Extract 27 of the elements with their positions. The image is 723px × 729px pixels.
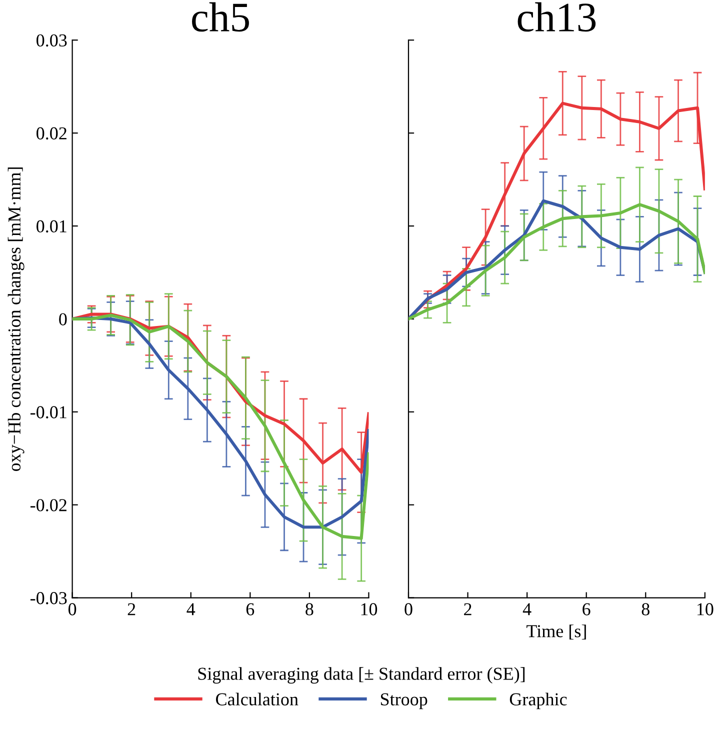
y-axis-title: oxy−Hb concentration changes [mM·mm]	[8, 168, 24, 472]
x-tick-label: 10	[697, 603, 714, 616]
x-tick-label: 8	[642, 603, 650, 616]
x-axis-title: Time [s]	[526, 624, 586, 640]
chart-title: ch5	[192, 2, 249, 32]
chart-title: ch13	[518, 2, 596, 32]
x-tick-label: 10	[361, 603, 378, 616]
x-tick-label: 2	[128, 603, 136, 616]
x-tick-label: 4	[186, 603, 196, 616]
y-tick-label: 0.02	[36, 127, 66, 140]
x-tick-label: 8	[306, 603, 314, 616]
x-tick-label: 2	[464, 603, 472, 616]
x-tick-label: 0	[404, 603, 412, 616]
y-tick-label: 0	[59, 313, 67, 326]
x-tick-label: 4	[522, 603, 532, 616]
y-tick-label: -0.01	[30, 406, 66, 418]
legend-label: Calculation	[216, 692, 298, 706]
x-tick-label: 6	[582, 603, 590, 616]
y-tick-label: 0.01	[36, 220, 66, 233]
x-tick-label: 0	[68, 603, 76, 616]
x-tick-label: 6	[246, 603, 254, 616]
legend-title: Signal averaging data [± Standard error (SE)]	[198, 667, 525, 684]
legend-label: Graphic	[510, 692, 567, 710]
y-tick-label: -0.03	[30, 592, 67, 604]
y-tick-label: 0.03	[36, 34, 67, 47]
y-tick-label: -0.02	[30, 499, 66, 512]
legend-label: Stroop	[380, 693, 428, 710]
